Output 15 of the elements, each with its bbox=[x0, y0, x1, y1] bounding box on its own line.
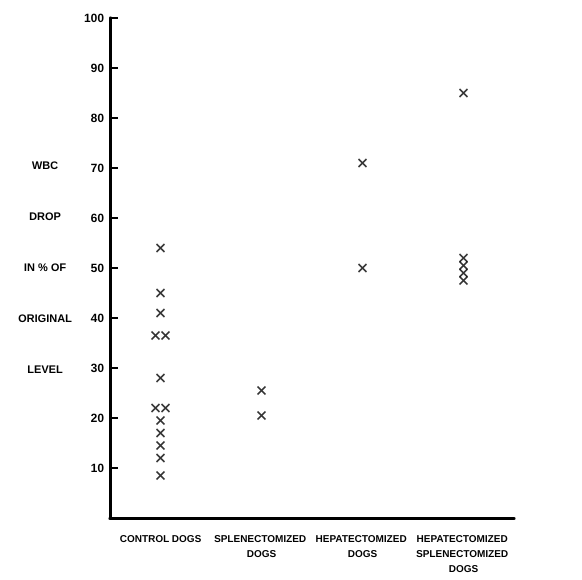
x-tick-label: CONTROL DOGS bbox=[120, 534, 202, 545]
y-tick-label: 30 bbox=[90, 361, 104, 375]
y-tick-label: 10 bbox=[90, 461, 104, 475]
y-tick-label: 20 bbox=[90, 411, 104, 425]
y-tick-label: 90 bbox=[90, 61, 104, 75]
text: WBC DROP IN % OF ORIGINAL LEVEL bbox=[18, 160, 72, 376]
y-tick-label: 70 bbox=[90, 161, 104, 175]
y-tick-label: 40 bbox=[90, 311, 104, 325]
y-tick-label: 80 bbox=[90, 111, 104, 125]
y-tick-label: 100 bbox=[84, 11, 104, 25]
x-tick-label: HEPATECTOMIZED DOGS bbox=[316, 534, 410, 560]
y-tick-label: 50 bbox=[90, 261, 104, 275]
y-tick-label: 60 bbox=[90, 211, 104, 225]
x-tick-label: HEPATECTOMIZED SPLENECTOMIZED DOGS bbox=[416, 534, 511, 575]
x-tick-label: SPLENECTOMIZED DOGS bbox=[214, 534, 309, 560]
